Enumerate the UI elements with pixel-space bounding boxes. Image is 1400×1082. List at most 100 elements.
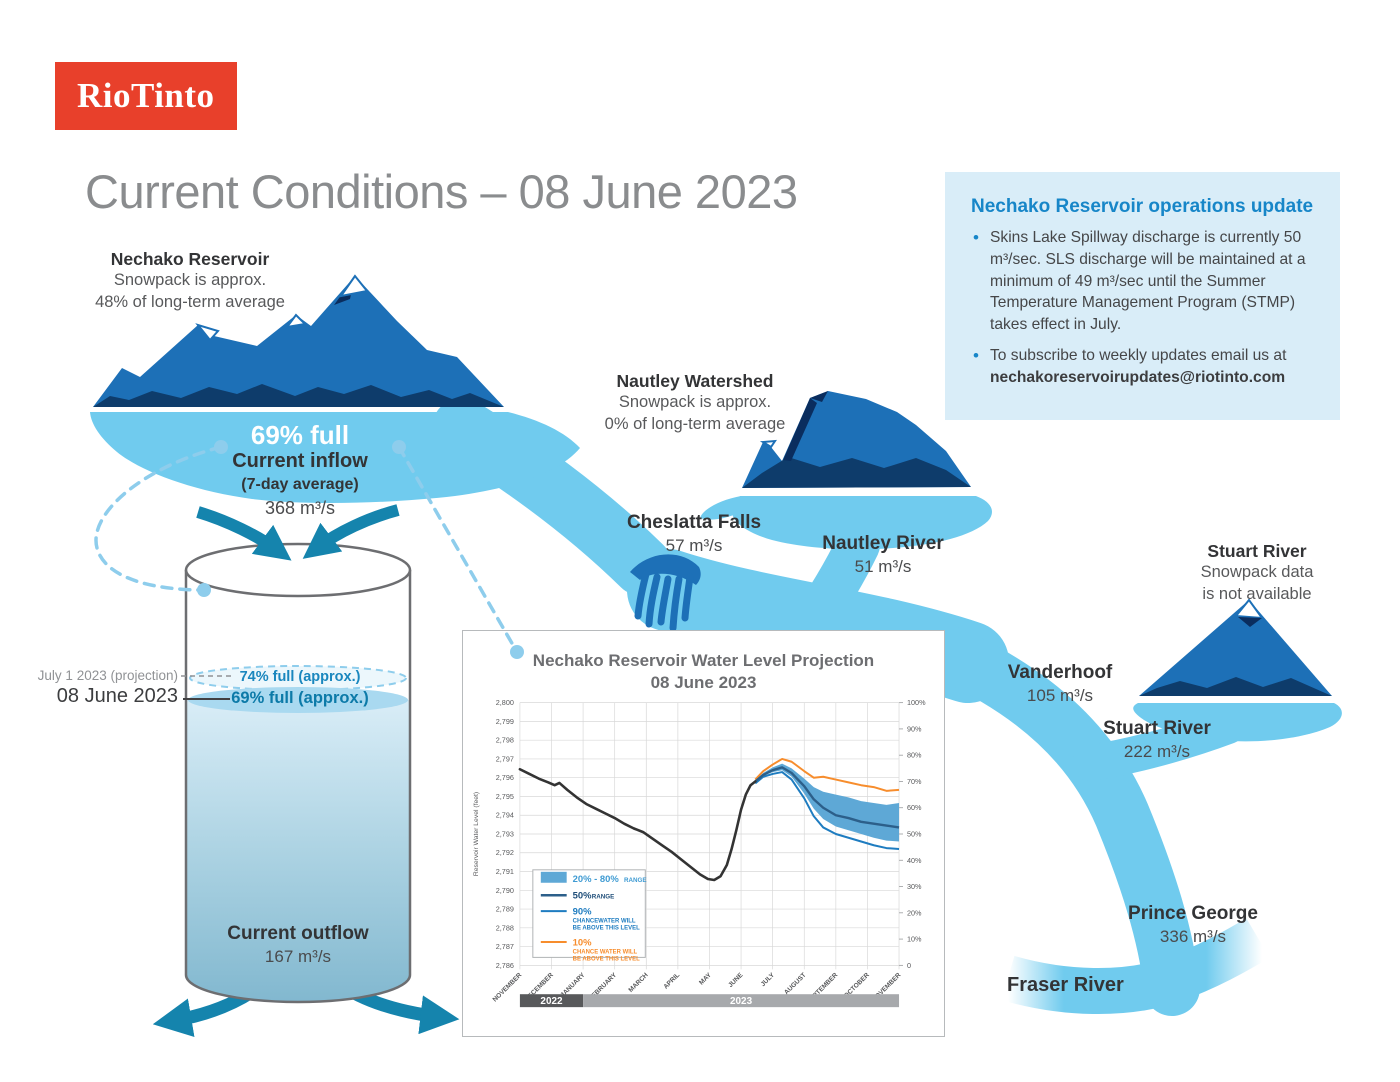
svg-text:50%: 50%: [573, 891, 592, 902]
nautley-mountain-icon: [742, 391, 971, 488]
svg-text:70%: 70%: [907, 777, 922, 786]
reservoir-cylinder: [184, 542, 412, 1004]
nautley-river-stem: [786, 523, 880, 652]
rio-tinto-logo-text: RioTinto: [77, 76, 215, 115]
nechako-snowpack-line2: 48% of long-term average: [95, 292, 285, 311]
chart-title: Nechako Reservoir Water Level Projection: [532, 651, 875, 670]
cheslatta-falls-name: Cheslatta Falls: [626, 512, 762, 533]
svg-text:2,790: 2,790: [496, 886, 514, 895]
inflow-label: Current inflow: [232, 450, 368, 472]
svg-text:BE ABOVE THIS LEVEL: BE ABOVE THIS LEVEL: [573, 956, 640, 962]
svg-text:2,786: 2,786: [496, 961, 514, 970]
vanderhoof-name: Vanderhoof: [1007, 662, 1113, 683]
svg-text:2,795: 2,795: [496, 792, 514, 801]
svg-text:RANGE: RANGE: [592, 894, 615, 901]
svg-text:AUGUST: AUGUST: [783, 972, 808, 997]
nautley-watershed-name: Nautley Watershed: [616, 371, 774, 391]
svg-text:100%: 100%: [907, 698, 926, 707]
stuart-watershed-name: Stuart River: [1207, 541, 1307, 561]
lower-nechako-river: [924, 627, 1200, 1016]
nautley-river-name: Nautley River: [822, 533, 944, 554]
nautley-pool: [700, 496, 992, 550]
nechako-watershed-name: Nechako Reservoir: [110, 249, 270, 269]
operations-update-list: Skins Lake Spillway discharge is current…: [971, 226, 1314, 389]
vanderhoof-label: Vanderhoof 105 m³/s: [1008, 662, 1113, 706]
nautley-watershed-label: Nautley Watershed Snowpack is approx. 0%…: [605, 370, 786, 435]
vanderhoof-value: 105 m³/s: [1026, 685, 1094, 705]
svg-text:50%: 50%: [907, 829, 922, 838]
stuart-mountain-icon: [1139, 598, 1332, 696]
current-level-value: 69% full (approx.): [231, 689, 369, 707]
svg-text:90%: 90%: [573, 907, 592, 918]
rio-tinto-logo: RioTinto: [55, 62, 237, 130]
svg-text:BE ABOVE THIS LEVEL: BE ABOVE THIS LEVEL: [573, 926, 640, 932]
svg-text:2023: 2023: [730, 996, 753, 1007]
nautley-river-label: Nautley River 51 m³/s: [822, 533, 943, 577]
nautley-river-value: 51 m³/s: [854, 556, 912, 576]
svg-text:2,792: 2,792: [496, 848, 514, 857]
svg-text:20% - 80%: 20% - 80%: [573, 874, 620, 885]
svg-text:10%: 10%: [573, 937, 592, 948]
stuart-river-label: Stuart River 222 m³/s: [1103, 718, 1211, 762]
page-title: Current Conditions – 08 June 2023: [85, 165, 798, 218]
nautley-snowpack-line1: Snowpack is approx.: [618, 393, 772, 412]
svg-text:2,793: 2,793: [496, 829, 514, 838]
fraser-river-label: Fraser River: [1007, 974, 1124, 996]
svg-text:2,797: 2,797: [496, 754, 514, 763]
stuart-river-name: Stuart River: [1103, 718, 1211, 739]
svg-text:JULY: JULY: [760, 971, 777, 988]
operations-update-box: Nechako Reservoir operations update Skin…: [945, 172, 1340, 420]
chart-subtitle: 08 June 2023: [650, 673, 757, 692]
svg-text:60%: 60%: [907, 803, 922, 812]
svg-text:MARCH: MARCH: [628, 972, 650, 994]
projection-date-label: July 1 2023 (projection): [37, 668, 178, 683]
nautley-snowpack-line2: 0% of long-term average: [604, 414, 786, 433]
svg-text:2,791: 2,791: [496, 867, 514, 876]
svg-text:2022: 2022: [540, 996, 563, 1007]
update-bullet-subscribe-text: To subscribe to weekly updates email us …: [990, 347, 1287, 365]
cheslatta-falls-value: 57 m³/s: [665, 535, 723, 555]
stuart-snowpack-line2: is not available: [1202, 584, 1312, 603]
current-level-line: [188, 687, 408, 713]
update-bullet-spillway-text: Skins Lake Spillway discharge is current…: [990, 229, 1306, 334]
stuart-river-value: 222 m³/s: [1123, 741, 1191, 761]
prince-george-value: 336 m³/s: [1159, 926, 1227, 946]
svg-text:APRIL: APRIL: [662, 972, 681, 991]
current-date-label: 08 June 2023: [56, 685, 178, 707]
svg-text:0: 0: [907, 961, 911, 970]
svg-text:90%: 90%: [907, 724, 922, 733]
stuart-watershed-label: Stuart River Snowpack data is not availa…: [1201, 540, 1314, 605]
outflow-value: 167 m³/s: [264, 947, 332, 966]
svg-text:NOVEMBER: NOVEMBER: [492, 972, 524, 1004]
inflow-sublabel: (7-day average): [241, 476, 359, 493]
svg-text:CHANCE WATER WILL: CHANCE WATER WILL: [573, 949, 638, 955]
stuart-snowpack-line1: Snowpack data: [1200, 563, 1314, 582]
outflow-label: Current outflow: [227, 923, 369, 944]
nechako-snowpack-line1: Snowpack is approx.: [113, 271, 267, 290]
svg-text:2,799: 2,799: [496, 717, 514, 726]
inflow-value: 368 m³/s: [264, 498, 336, 518]
nechako-mountain-icon: [93, 274, 504, 407]
projection-level-value: 74% full (approx.): [239, 669, 361, 685]
svg-text:CHANCEWATER WILL: CHANCEWATER WILL: [573, 919, 636, 925]
svg-text:30%: 30%: [907, 882, 922, 891]
svg-text:2,800: 2,800: [496, 698, 514, 707]
water-level-chart: 2,786 2,787 2,788 2,789 2,790 2,791 2,792 2,793…: [462, 630, 945, 1037]
cheslatta-falls-label: Cheslatta Falls 57 m³/s: [627, 512, 761, 556]
svg-text:40%: 40%: [907, 856, 922, 865]
stuart-pool: [1133, 703, 1342, 742]
operations-update-title: Nechako Reservoir operations update: [971, 196, 1314, 217]
update-bullet-spillway: Skins Lake Spillway discharge is current…: [971, 226, 1314, 336]
water-level-chart-plot: 2,786 2,787 2,788 2,789 2,790 2,791 2,792 2,793…: [473, 698, 926, 1007]
svg-text:RANGE: RANGE: [624, 877, 647, 884]
svg-text:2,794: 2,794: [496, 811, 514, 820]
svg-text:2,787: 2,787: [496, 942, 514, 951]
svg-text:2,789: 2,789: [496, 905, 514, 914]
svg-text:2,798: 2,798: [496, 736, 514, 745]
cheslatta-falls-icon: [630, 554, 701, 632]
prince-george-label: Prince George 336 m³/s: [1128, 903, 1258, 947]
svg-text:MAY: MAY: [698, 971, 713, 986]
subscribe-email: nechakoreservoirupdates@riotinto.com: [990, 368, 1286, 386]
